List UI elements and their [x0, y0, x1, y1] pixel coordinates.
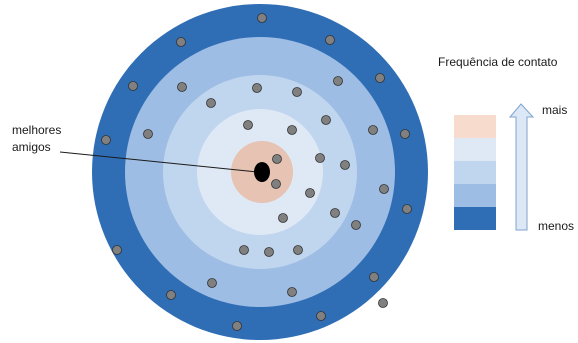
legend-swatch-4: [454, 184, 496, 207]
pointer-line: [59, 151, 258, 173]
person-dot-10: [378, 298, 388, 308]
person-dot-19: [143, 129, 153, 139]
up-arrow-icon: [508, 103, 535, 231]
person-dots: [101, 13, 412, 331]
person-dot-12: [232, 321, 242, 331]
person-dot-18: [333, 76, 343, 86]
person-dot-35: [239, 245, 249, 255]
legend-low-label: menos: [538, 219, 575, 233]
legend-swatch-5: [454, 207, 496, 230]
legend-swatch-2: [454, 138, 496, 161]
person-dot-36: [264, 247, 274, 257]
person-dot-33: [278, 213, 288, 223]
person-dot-9: [402, 204, 412, 214]
person-dot-27: [287, 125, 297, 135]
person-dot-20: [368, 125, 378, 135]
person-dot-22: [351, 220, 361, 230]
person-dot-16: [252, 83, 262, 93]
person-dot-4: [128, 81, 138, 91]
best-friends-label-line2: amigos: [12, 140, 51, 154]
person-dot-34: [293, 245, 303, 255]
person-dot-6: [101, 135, 111, 145]
person-dot-23: [369, 272, 379, 282]
person-dot-32: [330, 208, 340, 218]
legend-swatch-3: [454, 161, 496, 184]
legend-title: Frequência de contato: [438, 55, 558, 69]
person-dot-15: [206, 98, 216, 108]
legend-swatch-1: [454, 115, 496, 138]
legend-high-label: mais: [542, 103, 568, 117]
person-dot-30: [340, 160, 350, 170]
person-dot-17: [292, 87, 302, 97]
person-dot-13: [316, 311, 326, 321]
person-dot-38: [271, 179, 281, 189]
person-dot-21: [379, 184, 389, 194]
person-dot-26: [243, 120, 253, 130]
person-dot-8: [112, 245, 122, 255]
person-dot-25: [287, 287, 297, 297]
person-dot-5: [375, 73, 385, 83]
person-dot-3: [325, 35, 335, 45]
person-dot-37: [272, 154, 282, 164]
best-friends-label: melhores amigos: [12, 122, 61, 156]
frequency-arrow: [508, 103, 535, 231]
person-dot-7: [400, 129, 410, 139]
person-dot-31: [305, 188, 315, 198]
person-dot-1: [257, 13, 267, 23]
person-dot-28: [321, 115, 331, 125]
person-dot-24: [207, 278, 217, 288]
best-friends-label-line1: melhores: [12, 123, 62, 137]
center-ellipse: [254, 162, 270, 182]
person-dot-2: [176, 37, 186, 47]
person-dot-14: [177, 82, 187, 92]
person-dot-29: [315, 153, 325, 163]
person-dot-11: [166, 290, 176, 300]
